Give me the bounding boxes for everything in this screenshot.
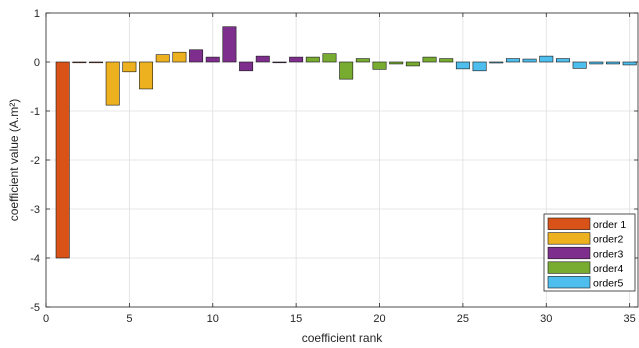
bar bbox=[372, 61, 387, 70]
x-tick-label: 30 bbox=[540, 313, 552, 325]
bar bbox=[89, 61, 103, 64]
legend-swatch bbox=[547, 276, 591, 289]
bar bbox=[439, 58, 454, 63]
legend-swatch bbox=[547, 261, 591, 274]
y-axis-label: coefficient value (A.m²) bbox=[7, 99, 21, 222]
bar bbox=[155, 54, 170, 63]
bar bbox=[606, 61, 620, 65]
bar bbox=[72, 61, 87, 64]
bar bbox=[422, 56, 437, 63]
bar bbox=[339, 61, 354, 80]
x-tick-label: 20 bbox=[373, 313, 385, 325]
y-tick-label: 0 bbox=[34, 57, 40, 69]
legend-label: order2 bbox=[593, 234, 624, 246]
legend-label: order 1 bbox=[593, 219, 626, 231]
bar bbox=[172, 51, 187, 63]
bar bbox=[305, 56, 320, 63]
y-tick-label: -3 bbox=[30, 204, 40, 216]
bar bbox=[539, 55, 554, 63]
bar bbox=[622, 61, 637, 66]
bar bbox=[489, 61, 504, 64]
bar bbox=[272, 61, 287, 64]
bar bbox=[572, 61, 587, 69]
bar bbox=[222, 26, 237, 63]
legend-label: order3 bbox=[593, 248, 624, 260]
bar bbox=[472, 61, 487, 72]
bar bbox=[289, 56, 304, 63]
bar bbox=[455, 61, 470, 70]
bar bbox=[355, 58, 370, 63]
bar bbox=[105, 61, 120, 106]
bar bbox=[555, 58, 570, 63]
x-axis-label: coefficient rank bbox=[302, 331, 383, 345]
bar bbox=[55, 61, 70, 259]
bar bbox=[255, 55, 270, 63]
axis-ticks: 0 5 10 15 20 25 30 35 -5 -4 -3 -2 -1 0 1 bbox=[30, 8, 638, 325]
x-tick-label: 15 bbox=[290, 313, 302, 325]
y-tick-label: 1 bbox=[34, 8, 40, 20]
x-tick-label: 5 bbox=[126, 313, 132, 325]
plot-frame bbox=[45, 12, 639, 308]
y-tick-label: -1 bbox=[30, 106, 40, 118]
bar bbox=[589, 61, 604, 65]
y-tick-label: -2 bbox=[30, 155, 40, 167]
y-tick-label: -4 bbox=[30, 253, 40, 265]
bar-marks bbox=[55, 26, 637, 259]
bar bbox=[139, 61, 154, 90]
legend-label: order5 bbox=[593, 278, 624, 290]
bar bbox=[239, 61, 254, 72]
legend-label: order4 bbox=[593, 263, 624, 275]
x-tick-label: 0 bbox=[43, 313, 49, 325]
x-tick-label: 10 bbox=[207, 313, 219, 325]
bar bbox=[122, 61, 137, 73]
legend: order 1 order2 order3 order4 order5 bbox=[543, 213, 636, 292]
legend-swatch bbox=[547, 246, 591, 260]
x-tick-label: 35 bbox=[624, 313, 636, 325]
y-tick-label: -5 bbox=[30, 302, 40, 314]
bar bbox=[389, 61, 404, 65]
legend-swatch bbox=[547, 217, 591, 230]
bar bbox=[189, 49, 204, 63]
bar bbox=[522, 58, 537, 63]
bar bbox=[205, 56, 220, 63]
bar bbox=[505, 58, 520, 63]
bar bbox=[322, 53, 337, 63]
bar bbox=[405, 61, 420, 67]
x-tick-label: 25 bbox=[457, 313, 469, 325]
legend-swatch bbox=[547, 232, 591, 245]
